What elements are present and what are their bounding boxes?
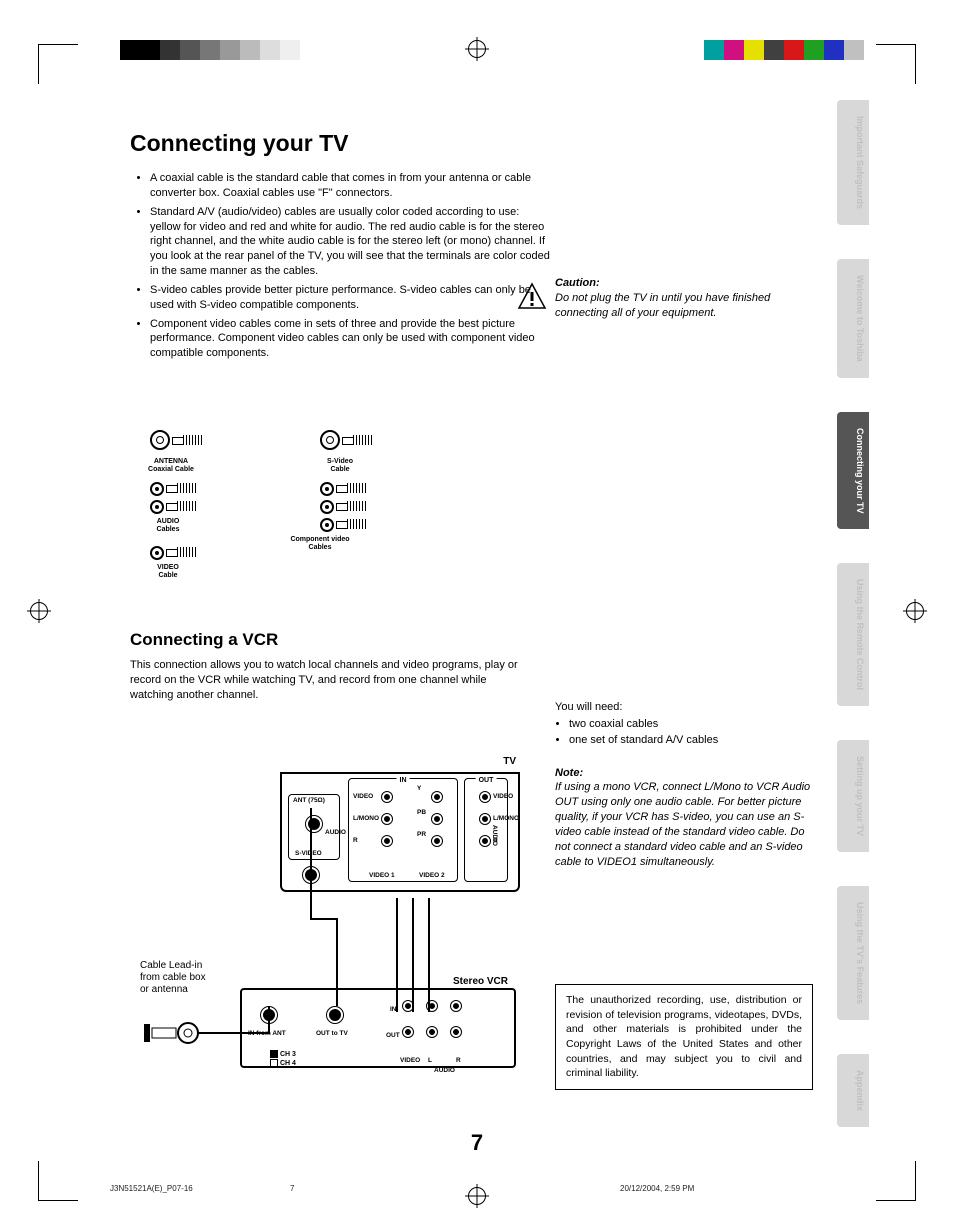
footer-page: 7	[290, 1184, 294, 1193]
section-tab: Using the Remote Control	[837, 563, 869, 706]
need-item: two coaxial cables	[569, 717, 815, 732]
legal-notice: The unauthorized recording, use, distrib…	[555, 984, 813, 1090]
section-tab: Connecting your TV	[837, 412, 869, 530]
section-tabs: Important Safeguards Welcome to Toshiba Co…	[837, 100, 869, 1127]
caution-icon	[517, 282, 547, 310]
footer-date: 20/12/2004, 2:59 PM	[620, 1184, 694, 1193]
crop-mark	[38, 44, 78, 84]
crop-mark	[38, 1161, 78, 1201]
vcr-heading: Connecting a VCR	[130, 630, 830, 650]
section-tab: Appendix	[837, 1054, 869, 1127]
intro-bullet: A coaxial cable is the standard cable th…	[150, 171, 550, 201]
section-tab: Important Safeguards	[837, 100, 869, 225]
vcr-intro-text: This connection allows you to watch loca…	[130, 658, 530, 703]
caution-block: Caution: Do not plug the TV in until you…	[555, 276, 815, 321]
note-text: If using a mono VCR, connect L/Mono to V…	[555, 780, 815, 869]
need-heading: You will need:	[555, 700, 815, 715]
crop-mark	[876, 1161, 916, 1201]
registration-mark	[468, 40, 486, 58]
registration-mark	[906, 602, 924, 620]
section-tab: Setting up your TV	[837, 740, 869, 852]
page-title: Connecting your TV	[130, 130, 830, 157]
color-bar-left	[120, 40, 300, 60]
color-bar-right	[704, 40, 864, 60]
connection-diagram: TV ANT (75Ω) S-VIDEO IN VIDEO Y L/MONO P…	[140, 758, 520, 1088]
intro-bullet: Standard A/V (audio/video) cables are us…	[150, 205, 550, 279]
right-column: You will need: two coaxial cablesone set…	[555, 700, 815, 869]
intro-bullet: Component video cables come in sets of t…	[150, 317, 550, 362]
section-tab: Using the TV's Features	[837, 886, 869, 1020]
registration-mark	[468, 1187, 486, 1205]
intro-bullet: S-video cables provide better picture pe…	[150, 283, 550, 313]
caution-heading: Caution:	[555, 277, 600, 289]
caution-text: Do not plug the TV in until you have fin…	[555, 292, 770, 319]
crop-mark	[876, 44, 916, 84]
need-list: two coaxial cablesone set of standard A/…	[555, 717, 815, 748]
page-number: 7	[471, 1130, 483, 1156]
footer-file: J3N51521A(E)_P07-16	[110, 1184, 193, 1193]
need-item: one set of standard A/V cables	[569, 733, 815, 748]
section-tab: Welcome to Toshiba	[837, 259, 869, 378]
cable-types-figure: ANTENNA Coaxial Cable AUDIO Cables VIDEO…	[140, 430, 520, 600]
note-heading: Note:	[555, 766, 815, 781]
intro-bullets: A coaxial cable is the standard cable th…	[130, 171, 550, 361]
registration-mark	[30, 602, 48, 620]
